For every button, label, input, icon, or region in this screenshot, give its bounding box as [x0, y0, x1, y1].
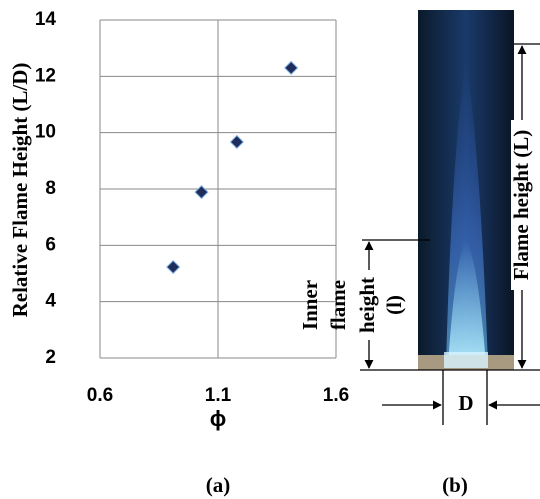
- panel-label: (b): [442, 473, 468, 497]
- y-tick-label: 12: [35, 65, 56, 86]
- flame-height-label: Flame height (L): [509, 130, 533, 280]
- annotation-lines: [360, 43, 540, 425]
- panel-label: (a): [206, 473, 231, 497]
- inner-flame-label: height: [355, 277, 379, 333]
- y-tick-label: 2: [45, 347, 56, 368]
- y-axis-label: Relative Flame Height (L/D): [8, 63, 32, 318]
- y-tick-label: 4: [45, 291, 56, 312]
- y-tick-label: 14: [35, 9, 57, 30]
- y-tick-label: 8: [45, 178, 56, 199]
- x-axis-label: ϕ: [210, 406, 227, 431]
- data-point: [229, 134, 244, 150]
- data-point: [166, 259, 181, 275]
- y-tick-label: 6: [45, 234, 56, 255]
- inner-flame-label: Inner: [298, 280, 322, 330]
- x-tick-label: 0.6: [87, 385, 113, 406]
- y-tick-label: 10: [35, 122, 56, 143]
- data-point: [284, 60, 299, 75]
- inner-flame-label: (l): [382, 295, 406, 315]
- data-point: [194, 185, 209, 200]
- label-background: [511, 120, 533, 290]
- x-tick-label: 1.6: [323, 385, 349, 406]
- inner-flame-label: flame: [326, 280, 350, 330]
- flame-photo: [418, 10, 514, 370]
- diameter-label: D: [458, 391, 473, 415]
- x-tick-label: 1.1: [205, 385, 232, 406]
